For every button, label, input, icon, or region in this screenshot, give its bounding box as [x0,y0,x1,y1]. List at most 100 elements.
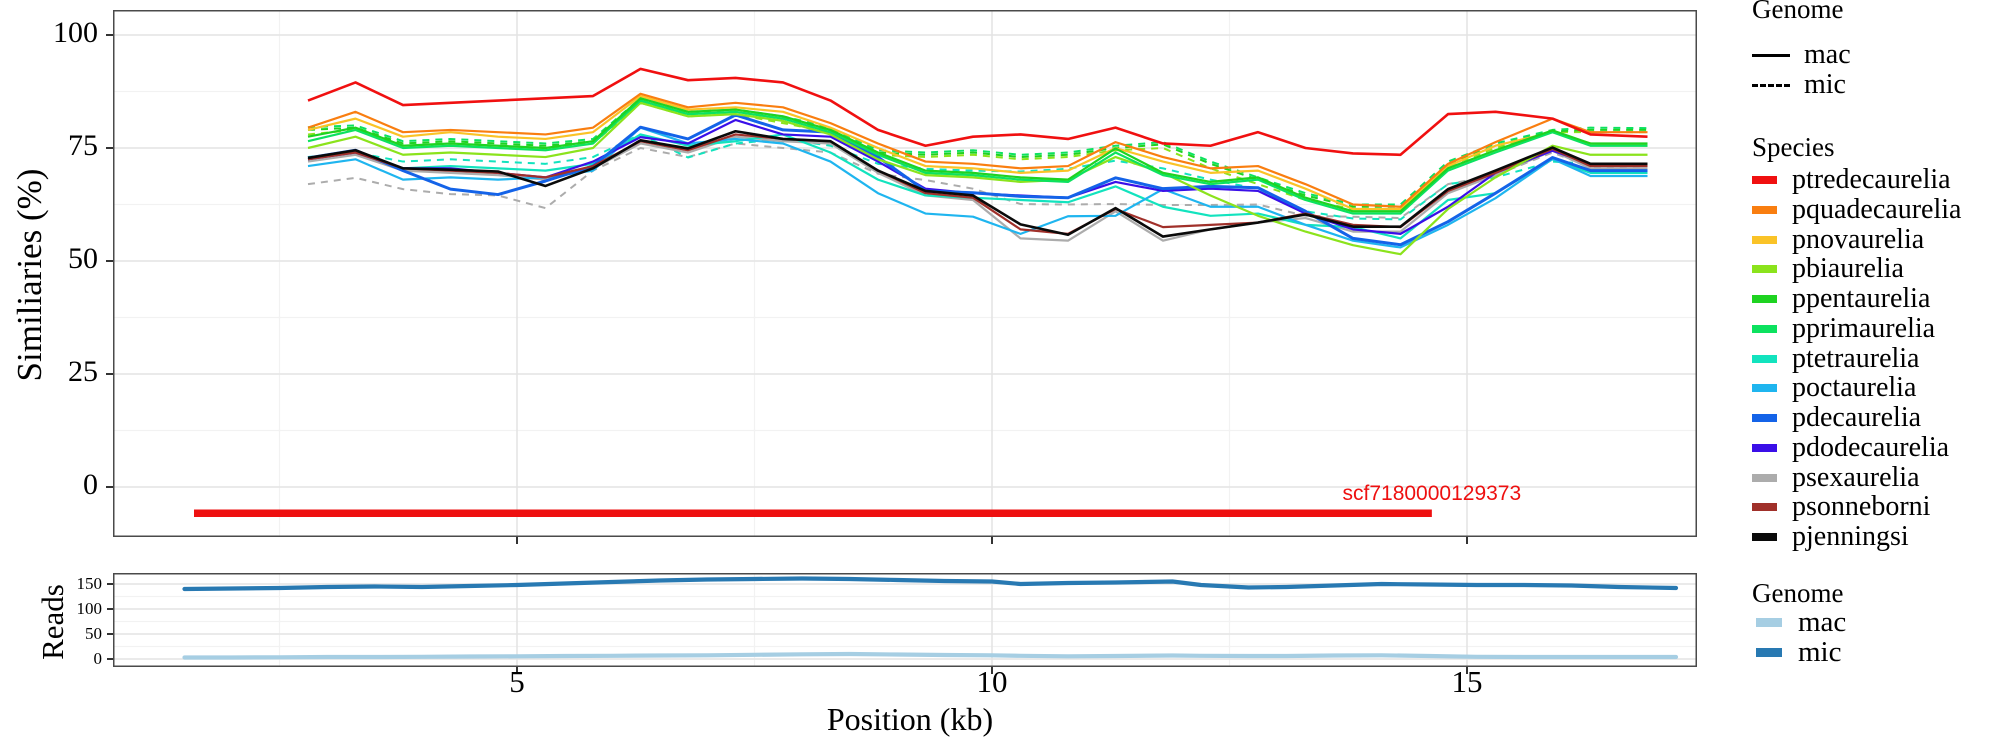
series-line-mac-reads [182,651,1679,660]
series-line-ptredecaurelia-mac [307,67,1648,157]
series-line-pquadecaurelia-mac [307,92,1648,208]
axis-tick-mark [1466,667,1468,674]
legend-label: psonneborni [1792,491,1931,523]
color-swatch-icon [1752,295,1777,303]
color-swatch-icon [1752,235,1777,244]
legend-label: poctaurelia [1792,372,1917,404]
axis-tick-mark [516,537,518,544]
series-line-mic-reads [182,576,1679,592]
color-swatch-icon [1752,414,1777,422]
similarity-tick-label: 25 [68,355,98,388]
x-tick-label: 5 [509,664,525,699]
color-swatch-icon [1752,324,1777,333]
legend-label: pjenningsi [1792,521,1909,552]
reads-axis-title: Reads [35,584,70,660]
similarity-tick-label: 50 [68,242,98,275]
x-tick-label: 15 [1451,664,1483,699]
series-line-pdecaurelia-mac [307,113,1648,247]
legend-label: pdodecaurelia [1792,431,1950,463]
legend-item-species-ptredecaurelia[interactable]: ptredecaurelia [1752,164,1951,195]
legend-item-reads-mac[interactable]: mac [1756,605,1847,638]
legend-label: ppentaurelia [1792,283,1931,314]
similarity-tick-label: 100 [53,16,98,49]
axis-tick-mark [106,260,113,262]
genome-legend-title: Genome [1752,0,1844,24]
legend-label: pdecaurelia [1792,402,1922,433]
legend-item-reads-mic[interactable]: mic [1756,635,1842,668]
legend-label: pbiaurelia [1792,253,1904,285]
similarity-tick-label: 75 [68,129,98,162]
legend-item-species-poctaurelia[interactable]: poctaurelia [1752,372,1917,404]
axis-tick-mark [106,34,113,36]
color-swatch-icon [1752,354,1777,363]
legend-label: mac [1798,605,1847,638]
axis-tick-mark [107,633,113,635]
color-swatch-icon [1752,205,1777,214]
similarity-tick-label: 0 [83,468,98,501]
series-line-pprimaurelia-mac [307,99,1648,215]
axis-tick-mark [516,667,518,674]
color-swatch-icon [1752,265,1777,274]
axis-tick-mark [1466,537,1468,544]
axis-tick-mark [107,583,113,585]
legend-label: pnovaurelia [1792,223,1925,255]
color-swatch-icon [1752,533,1777,541]
legend-label: mic [1804,69,1846,100]
legend-label: pquadecaurelia [1792,193,1962,225]
legend-label: ptetraurelia [1792,342,1920,374]
series-line-ppentaurelia-mac [307,97,1648,213]
series-line-ptetraurelia-mic [307,133,1648,221]
legend-item-species-ptetraurelia[interactable]: ptetraurelia [1752,342,1920,374]
legend-item-genome-mac[interactable]: mac [1752,39,1851,70]
legend-item-species-pnovaurelia[interactable]: pnovaurelia [1752,223,1925,255]
reads-genome-legend-title: Genome [1752,578,1844,608]
legend-label: mic [1798,635,1842,668]
color-swatch-icon [1752,176,1777,184]
legend-label: pprimaurelia [1792,312,1936,344]
reads-tick-label: 0 [93,649,103,668]
axis-tick-mark [991,667,993,674]
legend-label: mac [1804,39,1851,70]
reads-plot-canvas [113,573,1697,667]
color-swatch-icon [1756,647,1782,657]
color-swatch-icon [1752,384,1777,393]
axis-tick-mark [106,147,113,149]
series-line-pprimaurelia-mic [307,97,1648,206]
legend-item-species-psonneborni[interactable]: psonneborni [1752,491,1931,523]
legend-item-species-pdodecaurelia[interactable]: pdodecaurelia [1752,431,1950,463]
axis-tick-mark [106,486,113,488]
legend-label: psexaurelia [1792,461,1920,493]
similarity-plot-canvas: scf7180000129373 [113,10,1697,537]
solid-line-key-icon [1752,53,1790,57]
series-line-psexaurelia-mic [307,142,1648,220]
legend-item-species-ppentaurelia[interactable]: ppentaurelia [1752,283,1931,314]
legend-item-species-pdecaurelia[interactable]: pdecaurelia [1752,402,1922,433]
x-tick-label: 10 [976,664,1008,699]
position-axis-title: Position (kb) [826,701,994,737]
legend-item-species-psexaurelia[interactable]: psexaurelia [1752,461,1920,493]
similarity-plot-panel: scf7180000129373 [113,10,1697,537]
color-swatch-icon [1752,473,1777,482]
series-line-pnovaurelia-mac [307,94,1648,211]
series-line-pbiaurelia-mac [307,101,1648,256]
legend-item-species-pjenningsi[interactable]: pjenningsi [1752,521,1909,552]
reads-tick-label: 100 [76,599,103,618]
legend-item-genome-mic[interactable]: mic [1752,69,1846,100]
reads-plot-panel [113,573,1697,667]
reads-tick-label: 150 [76,574,103,593]
axis-tick-mark [107,608,113,610]
axis-tick-mark [991,537,993,544]
legend-item-species-pprimaurelia[interactable]: pprimaurelia [1752,312,1936,344]
color-swatch-icon [1756,617,1782,627]
scaffold-label: scf7180000129373 [1343,482,1522,505]
axis-tick-mark [106,373,113,375]
legend-item-species-pquadecaurelia[interactable]: pquadecaurelia [1752,193,1962,225]
reads-tick-label: 50 [85,624,102,643]
color-swatch-icon [1752,443,1777,452]
series-line-pjenningsi-mac [307,129,1648,238]
axis-tick-mark [107,658,113,660]
color-swatch-icon [1752,503,1777,512]
legend-item-species-pbiaurelia[interactable]: pbiaurelia [1752,253,1904,285]
legend-label: ptredecaurelia [1792,164,1951,195]
dashed-line-key-icon [1752,83,1790,87]
